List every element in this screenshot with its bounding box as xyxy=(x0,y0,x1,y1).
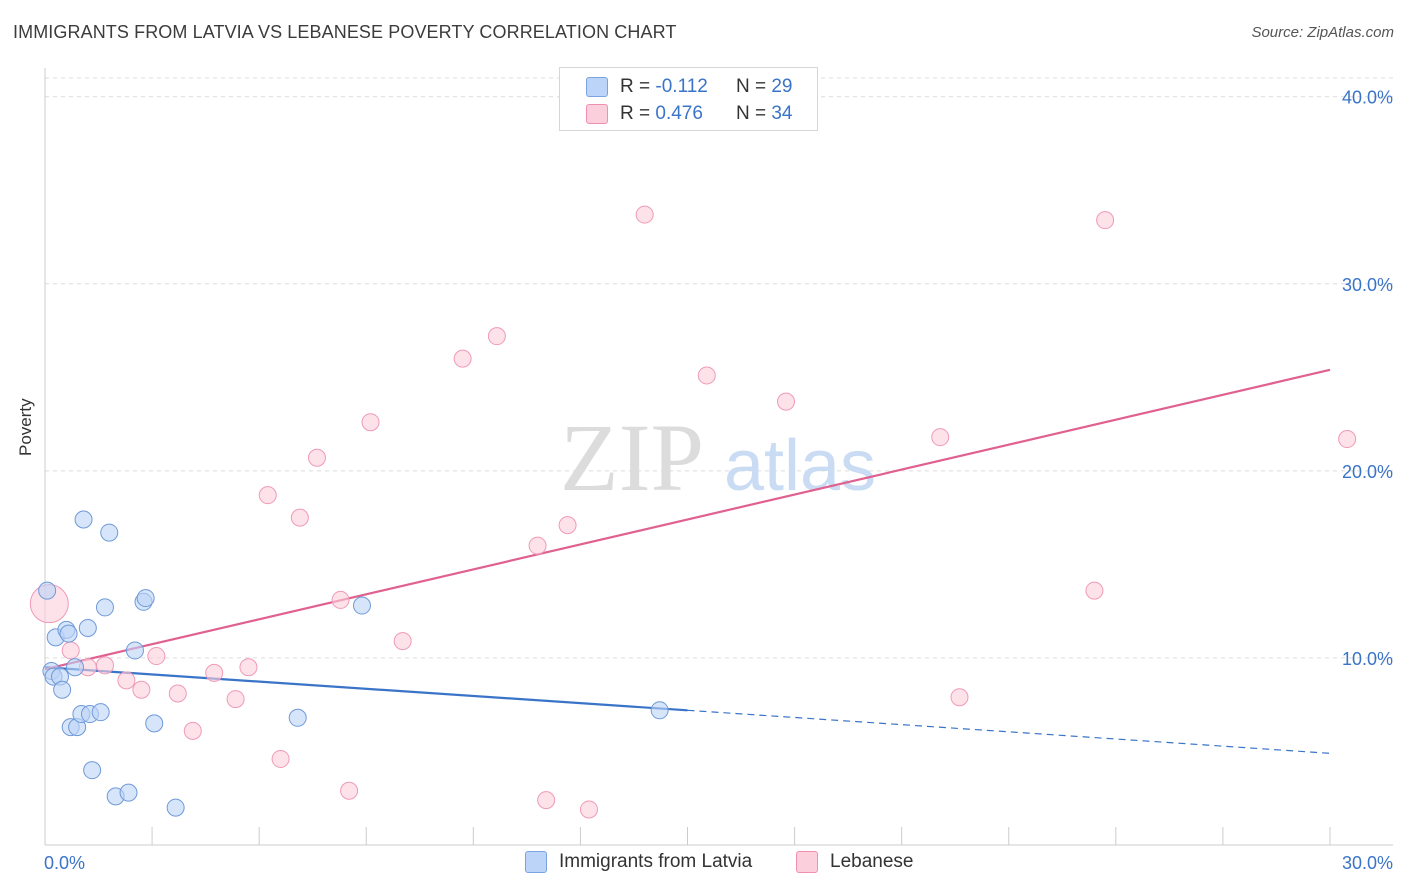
point-latvia xyxy=(288,708,307,727)
y-tick-label: 10.0% xyxy=(1342,649,1393,669)
tick-labels: 10.0% 20.0% 30.0% 40.0% 0.0% 30.0% xyxy=(44,88,1393,873)
point-lebanese xyxy=(1085,581,1104,600)
point-lebanese xyxy=(61,641,80,660)
trend-line-latvia-dashed xyxy=(687,709,1331,754)
legend-n-label: N = xyxy=(735,103,767,124)
y-axis-label: Poverty xyxy=(16,398,35,456)
point-latvia xyxy=(91,703,110,722)
point-lebanese xyxy=(697,366,716,385)
point-latvia xyxy=(53,680,72,699)
point-lebanese xyxy=(226,690,245,709)
point-latvia xyxy=(83,761,102,780)
point-lebanese xyxy=(239,658,258,677)
point-lebanese xyxy=(453,349,472,368)
point-lebanese xyxy=(271,749,290,768)
point-lebanese xyxy=(1096,211,1115,230)
legend-n-value: 34 xyxy=(771,103,793,124)
point-latvia xyxy=(78,618,97,637)
x-tick-label: 30.0% xyxy=(1342,853,1393,873)
axes xyxy=(44,68,1393,846)
trend-lines xyxy=(44,368,1331,754)
legend-row-latvia: R = -0.112 N = 29 xyxy=(586,75,792,99)
point-lebanese xyxy=(558,516,577,535)
trend-line-lebanese xyxy=(44,368,1331,671)
point-latvia xyxy=(125,641,144,660)
point-lebanese xyxy=(393,632,412,651)
point-latvia xyxy=(38,581,57,600)
point-lebanese xyxy=(290,508,309,527)
legend-r-label: R = xyxy=(620,103,651,124)
chart-title: IMMIGRANTS FROM LATVIA VS LEBANESE POVER… xyxy=(13,22,677,42)
grid-lines xyxy=(45,77,1393,659)
data-points xyxy=(29,205,1357,819)
point-lebanese xyxy=(537,791,556,810)
point-latvia xyxy=(352,596,371,615)
point-latvia xyxy=(100,523,119,542)
bottom-legend-label-latvia: Immigrants from Latvia xyxy=(559,851,753,872)
point-lebanese xyxy=(528,536,547,555)
bottom-legend-lebanese: Lebanese xyxy=(796,851,913,873)
trend-line-latvia xyxy=(44,666,688,712)
y-tick-label: 40.0% xyxy=(1342,88,1393,108)
source-label: Source: ZipAtlas.com xyxy=(1251,24,1394,41)
legend-swatch-pink xyxy=(586,104,608,124)
point-lebanese xyxy=(258,486,277,505)
legend-swatch-blue xyxy=(586,77,608,97)
point-lebanese xyxy=(487,327,506,346)
point-latvia xyxy=(95,598,114,617)
legend-n-value: 29 xyxy=(771,76,793,97)
point-lebanese xyxy=(340,781,359,800)
point-lebanese xyxy=(117,671,136,690)
legend-n-label: N = xyxy=(735,76,767,97)
legend-r-value: 0.476 xyxy=(655,103,703,124)
point-lebanese xyxy=(307,448,326,467)
x-tick-label: 0.0% xyxy=(44,853,85,873)
point-latvia xyxy=(119,783,138,802)
point-lebanese xyxy=(132,680,151,699)
point-lebanese xyxy=(205,663,224,682)
legend-r-value: -0.112 xyxy=(655,76,708,97)
point-latvia xyxy=(74,510,93,529)
legend-box: R = -0.112 N = 29 R = 0.476 N = 34 xyxy=(559,67,818,131)
point-lebanese xyxy=(777,392,796,411)
point-latvia xyxy=(136,589,155,608)
bottom-legend-swatch-blue xyxy=(525,851,547,873)
legend-row-lebanese: R = 0.476 N = 34 xyxy=(586,102,792,126)
bottom-legend-latvia: Immigrants from Latvia xyxy=(525,851,752,873)
point-lebanese xyxy=(931,428,950,447)
y-tick-label: 30.0% xyxy=(1342,275,1393,295)
point-lebanese xyxy=(1338,430,1357,449)
point-lebanese xyxy=(579,800,598,819)
point-latvia xyxy=(145,714,164,733)
point-lebanese xyxy=(183,721,202,740)
point-lebanese xyxy=(95,656,114,675)
bottom-legend-swatch-pink xyxy=(796,851,818,873)
point-lebanese xyxy=(635,205,654,224)
legend-r-label: R = xyxy=(620,76,651,97)
point-lebanese xyxy=(950,688,969,707)
point-lebanese xyxy=(147,647,166,666)
point-lebanese xyxy=(331,590,350,609)
point-lebanese xyxy=(168,684,187,703)
point-latvia xyxy=(59,624,78,643)
point-lebanese xyxy=(361,413,380,432)
y-tick-label: 20.0% xyxy=(1342,462,1393,482)
point-latvia xyxy=(166,798,185,817)
watermark-zip: ZIP xyxy=(560,404,704,511)
bottom-legend-label-lebanese: Lebanese xyxy=(830,851,914,872)
watermark: ZIP atlas xyxy=(560,404,876,511)
point-latvia xyxy=(65,658,84,677)
point-latvia xyxy=(650,701,669,720)
